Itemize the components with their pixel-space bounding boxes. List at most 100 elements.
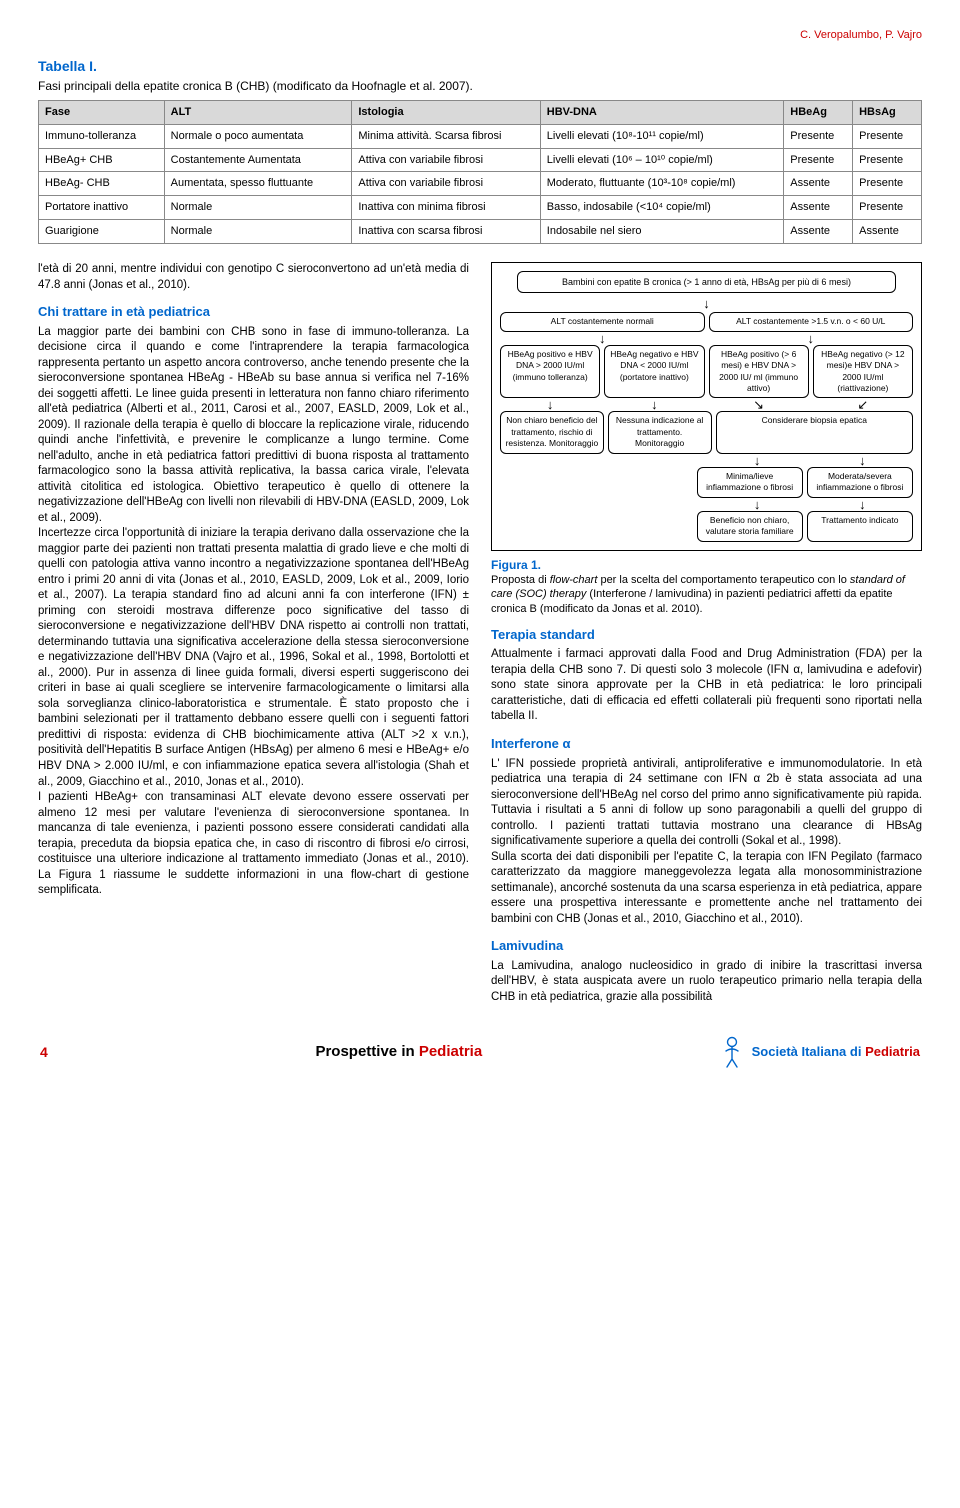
journal-text-red: Pediatria [419, 1043, 482, 1060]
table-cell: Normale [164, 220, 352, 244]
journal-text: Prospettive in [315, 1043, 418, 1060]
arrow-down-icon: ↓ [500, 297, 913, 310]
arrow-down-icon: ↓ [500, 332, 705, 345]
fc-outcome-box: Beneficio non chiaro, valutare storia fa… [697, 511, 803, 542]
left-para: l'età di 20 anni, mentre individui con g… [38, 262, 469, 293]
table-cell: Inattiva con minima fibrosi [352, 196, 540, 220]
right-para: L' IFN possiede proprietà antivirali, an… [491, 757, 922, 850]
table-cell: Presente [784, 148, 853, 172]
table-cell: HBeAg- CHB [39, 172, 165, 196]
society-text-blue: Società Italiana di [752, 1044, 865, 1059]
table-row: HBeAg- CHBAumentata, spesso fluttuanteAt… [39, 172, 922, 196]
fc-group-box: HBeAg negativo (> 12 mesi)e HBV DNA > 20… [813, 345, 913, 399]
arrow-down-icon: ↓ [707, 498, 808, 511]
table-cell: HBeAg+ CHB [39, 148, 165, 172]
table-row: Immuno-tolleranzaNormale o poco aumentat… [39, 124, 922, 148]
table-cell: Presente [784, 124, 853, 148]
figure-caption: Proposta di flow-chart per la scelta del… [491, 573, 922, 616]
table-header-cell: ALT [164, 100, 352, 124]
fc-biopsy-box: Moderata/severa infiammazione o fibrosi [807, 467, 913, 498]
caption-text: Proposta di [491, 574, 550, 586]
table-cell: Livelli elevati (10⁸-10¹¹ copie/ml) [540, 124, 784, 148]
arrow-down-icon: ↙ [813, 398, 913, 411]
table-cell: Guarigione [39, 220, 165, 244]
table-cell: Portatore inattivo [39, 196, 165, 220]
fc-action-box: Non chiaro beneficio del trattamento, ri… [500, 411, 604, 453]
table-cell: Attiva con variabile fibrosi [352, 172, 540, 196]
fc-group-box: HBeAg positivo e HBV DNA > 2000 IU/ml (i… [500, 345, 600, 399]
fc-top-box: Bambini con epatite B cronica (> 1 anno … [517, 271, 897, 293]
fc-group-box: HBeAg negativo e HBV DNA < 2000 IU/ml (p… [604, 345, 704, 399]
table-cell: Presente [853, 196, 922, 220]
right-para: Sulla scorta dei dati disponibili per l'… [491, 850, 922, 928]
fc-group-box: HBeAg positivo (> 6 mesi) e HBV DNA > 20… [709, 345, 809, 399]
arrow-down-icon: ↓ [604, 398, 704, 411]
left-para: I pazienti HBeAg+ con transaminasi ALT e… [38, 790, 469, 899]
society-logo: Società Italiana di Pediatria [718, 1035, 920, 1069]
phases-table: FaseALTIstologiaHBV-DNAHBeAgHBsAg Immuno… [38, 100, 922, 244]
society-text-red: Pediatria [865, 1044, 920, 1059]
arrow-down-icon: ↓ [812, 454, 913, 467]
table-title: Tabella I. [38, 57, 922, 76]
left-para: Incertezze circa l'opportunità di inizia… [38, 526, 469, 790]
table-cell: Presente [853, 148, 922, 172]
fc-biopsy-box: Minima/lieve infiammazione o fibrosi [697, 467, 803, 498]
table-cell: Costantemente Aumentata [164, 148, 352, 172]
table-cell: Presente [853, 172, 922, 196]
table-cell: Aumentata, spesso fluttuante [164, 172, 352, 196]
table-header-cell: HBsAg [853, 100, 922, 124]
left-column: l'età di 20 anni, mentre individui con g… [38, 262, 469, 1005]
section-heading: Terapia standard [491, 626, 922, 644]
fc-consider-box: Considerare biopsia epatica [716, 411, 914, 453]
arrow-down-icon: ↓ [500, 398, 600, 411]
child-icon [718, 1035, 746, 1069]
fc-alt-box: ALT costantemente >1.5 v.n. o < 60 U/L [709, 312, 914, 331]
arrow-down-icon: ↓ [812, 498, 913, 511]
table-cell: Assente [853, 220, 922, 244]
table-cell: Minima attività. Scarsa fibrosi [352, 124, 540, 148]
table-cell: Immuno-tolleranza [39, 124, 165, 148]
table-header-cell: Fase [39, 100, 165, 124]
table-cell: Presente [853, 124, 922, 148]
figure-label: Figura 1. [491, 557, 922, 573]
page-footer: 4 Prospettive in Pediatria Società Itali… [38, 1035, 922, 1069]
table-cell: Normale [164, 196, 352, 220]
left-para: La maggior parte dei bambini con CHB son… [38, 325, 469, 527]
table-row: HBeAg+ CHBCostantemente AumentataAttiva … [39, 148, 922, 172]
table-header-cell: Istologia [352, 100, 540, 124]
table-cell: Livelli elevati (10⁶ – 10¹⁰ copie/ml) [540, 148, 784, 172]
fc-alt-box: ALT costantemente normali [500, 312, 705, 331]
section-heading: Interferone α [491, 735, 922, 753]
right-para: Attualmente i farmaci approvati dalla Fo… [491, 647, 922, 725]
caption-text: per la scelta del comportamento terapeut… [597, 574, 850, 586]
table-cell: Basso, indosabile (<10⁴ copie/ml) [540, 196, 784, 220]
page-number: 4 [40, 1043, 80, 1062]
table-cell: Assente [784, 220, 853, 244]
table-cell: Assente [784, 172, 853, 196]
table-cell: Assente [784, 196, 853, 220]
arrow-down-icon: ↘ [709, 398, 809, 411]
section-heading: Chi trattare in età pediatrica [38, 303, 469, 321]
table-block: Tabella I. Fasi principali della epatite… [38, 57, 922, 244]
table-header-cell: HBV-DNA [540, 100, 784, 124]
table-subtitle: Fasi principali della epatite cronica B … [38, 78, 922, 94]
author-header: C. Veropalumbo, P. Vajro [38, 28, 922, 43]
right-column: Bambini con epatite B cronica (> 1 anno … [491, 262, 922, 1005]
table-cell: Moderato, fluttuante (10³-10⁸ copie/ml) [540, 172, 784, 196]
table-cell: Attiva con variabile fibrosi [352, 148, 540, 172]
fc-outcome-box: Trattamento indicato [807, 511, 913, 542]
arrow-down-icon: ↓ [709, 332, 914, 345]
fc-action-box: Nessuna indicazione al trattamento. Moni… [608, 411, 712, 453]
journal-title: Prospettive in Pediatria [80, 1042, 718, 1062]
table-cell: Indosabile nel siero [540, 220, 784, 244]
arrow-down-icon: ↓ [707, 454, 808, 467]
flowchart: Bambini con epatite B cronica (> 1 anno … [491, 262, 922, 551]
right-para: La Lamivudina, analogo nucleosidico in g… [491, 959, 922, 1006]
table-row: Portatore inattivoNormaleInattiva con mi… [39, 196, 922, 220]
table-row: GuarigioneNormaleInattiva con scarsa fib… [39, 220, 922, 244]
table-header-cell: HBeAg [784, 100, 853, 124]
table-cell: Inattiva con scarsa fibrosi [352, 220, 540, 244]
caption-italic: flow-chart [550, 574, 598, 586]
section-heading: Lamivudina [491, 937, 922, 955]
table-cell: Normale o poco aumentata [164, 124, 352, 148]
